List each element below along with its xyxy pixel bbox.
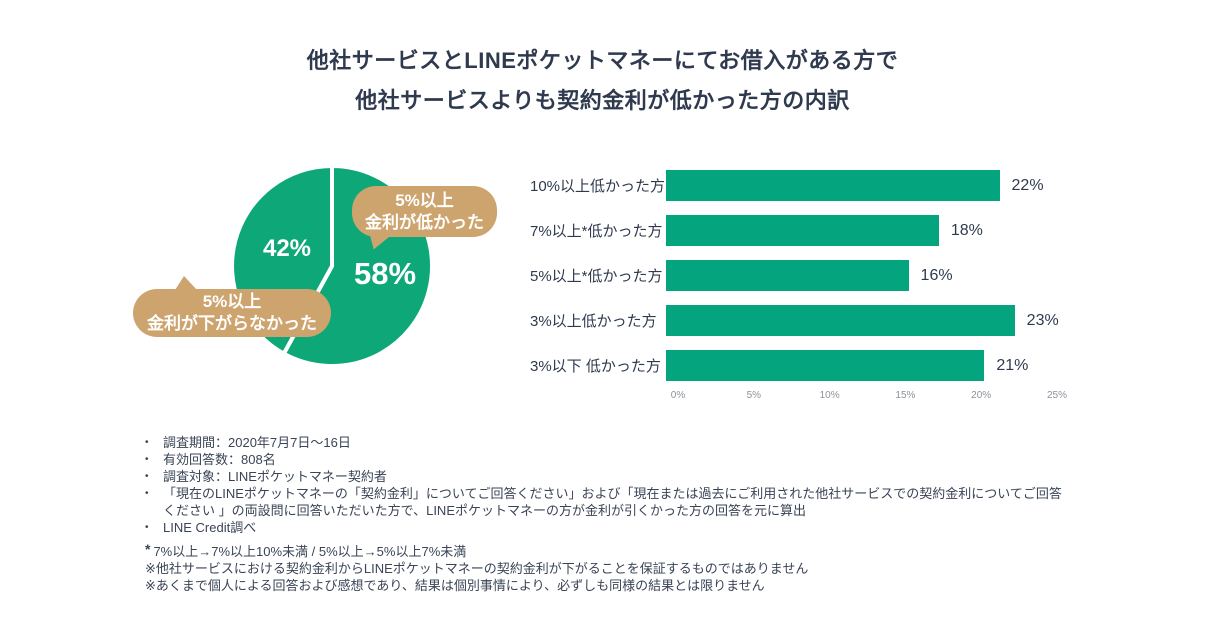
footnote-text: 有効回答数：808名 (163, 452, 276, 467)
x-axis-tick: 25% (1046, 390, 1068, 401)
bar-fill (666, 215, 939, 246)
bar-value-label: 21% (996, 356, 1029, 374)
x-axis: 0% 5% 10% 15% 20% 25% (671, 390, 1067, 404)
footnote-item: • 有効回答数：808名 (145, 451, 1080, 468)
page-title: 他社サービスとLINEポケットマネーにてお借入がある方で 他社サービスよりも契約… (0, 41, 1205, 121)
x-axis-tick: 5% (746, 390, 762, 401)
bar-value-label: 23% (1026, 311, 1059, 329)
callout-rate-lower-label: 5%以上 金利が低かった (365, 190, 484, 232)
bar-row: 10%以上低かった方 22% (530, 163, 1090, 208)
asterisk-note-text: 7%以上→7%以上10%未満 / 5%以上→5%以上7%未満 (153, 544, 467, 559)
pie-value-42: 42% (262, 235, 312, 262)
bar-row: 7%以上*低かった方 18% (530, 208, 1090, 253)
footnote-item: • LINE Credit調べ (145, 519, 1080, 536)
bar-category-label: 10%以上低かった方 (530, 178, 666, 195)
bullet-icon: • (145, 437, 149, 448)
bar-category-label: 3%以下 低かった方 (530, 358, 661, 375)
disclaimer-note: ※あくまで個人による回答および感想であり、結果は個別事情により、必ずしも同様の結… (145, 578, 765, 593)
bar-track: 18% (666, 215, 1078, 246)
title-line-1: 他社サービスとLINEポケットマネーにてお借入がある方で (306, 48, 899, 73)
footnote-text: 調査対象：LINEポケットマネー契約者 (163, 469, 387, 484)
x-axis-tick: 0% (670, 390, 686, 401)
callout-rate-lower: 5%以上 金利が低かった (352, 186, 497, 252)
bar-fill (666, 260, 909, 291)
disclaimer-note: ※他社サービスにおける契約金利からLINEポケットマネーの契約金利が下がることを… (145, 561, 809, 576)
footnote-item: • 調査対象：LINEポケットマネー契約者 (145, 468, 1080, 485)
footnotes: • 調査期間：2020年7月7日〜16日 • 有効回答数：808名 • 調査対象… (145, 434, 1080, 594)
title-line-2: 他社サービスよりも契約金利が低かった方の内訳 (355, 88, 850, 113)
bar-fill (666, 305, 1015, 336)
bullet-icon: • (145, 454, 149, 465)
bar-value-label: 22% (1011, 176, 1044, 194)
bar-track: 22% (666, 170, 1078, 201)
bar-row: 5%以上*低かった方 16% (530, 253, 1090, 298)
asterisk-mark: * (145, 541, 151, 557)
bar-track: 16% (666, 260, 1078, 291)
footnote-item: • 調査期間：2020年7月7日〜16日 (145, 434, 1080, 451)
callout-tail-down (366, 233, 390, 252)
footnote-item: • 「現在のLINEポケットマネーの「契約金利」についてご回答ください」および「… (145, 485, 1080, 519)
bullet-icon: • (145, 488, 149, 499)
callout-rate-not-lower-label: 5%以上 金利が下がらなかった (147, 292, 317, 333)
callout-rate-not-lower: 5%以上 金利が下がらなかった (133, 276, 331, 337)
x-axis-tick: 15% (895, 390, 916, 401)
bar-fill (666, 350, 985, 381)
bar-category-label: 5%以上*低かった方 (530, 268, 663, 285)
bar-row: 3%以下 低かった方 21% (530, 343, 1090, 388)
bar-row: 3%以上低かった方 23% (530, 298, 1090, 343)
bar-value-label: 18% (950, 221, 983, 239)
pie-value-58: 58% (353, 256, 417, 291)
bullet-icon: • (145, 471, 149, 482)
bar-track: 21% (666, 350, 1078, 381)
x-axis-tick: 10% (819, 390, 840, 401)
bar-fill (666, 170, 1000, 201)
bullet-icon: • (145, 522, 149, 533)
callout-tail-up (175, 276, 197, 290)
bar-chart: 10%以上低かった方 22% 7%以上*低かった方 18% 5%以上*低かった方… (530, 163, 1090, 404)
asterisk-note: * 7%以上→7%以上10%未満 / 5%以上→5%以上7%未満 (145, 541, 1080, 560)
footnote-text: LINE Credit調べ (163, 520, 257, 535)
bar-value-label: 16% (920, 266, 953, 284)
bar-category-label: 7%以上*低かった方 (530, 223, 663, 240)
bar-track: 23% (666, 305, 1078, 336)
footnote-text: 「現在のLINEポケットマネーの「契約金利」についてご回答ください」および「現在… (163, 486, 1062, 518)
x-axis-tick: 20% (971, 390, 992, 401)
bar-category-label: 3%以上低かった方 (530, 313, 657, 330)
footnote-text: 調査期間：2020年7月7日〜16日 (163, 435, 351, 450)
